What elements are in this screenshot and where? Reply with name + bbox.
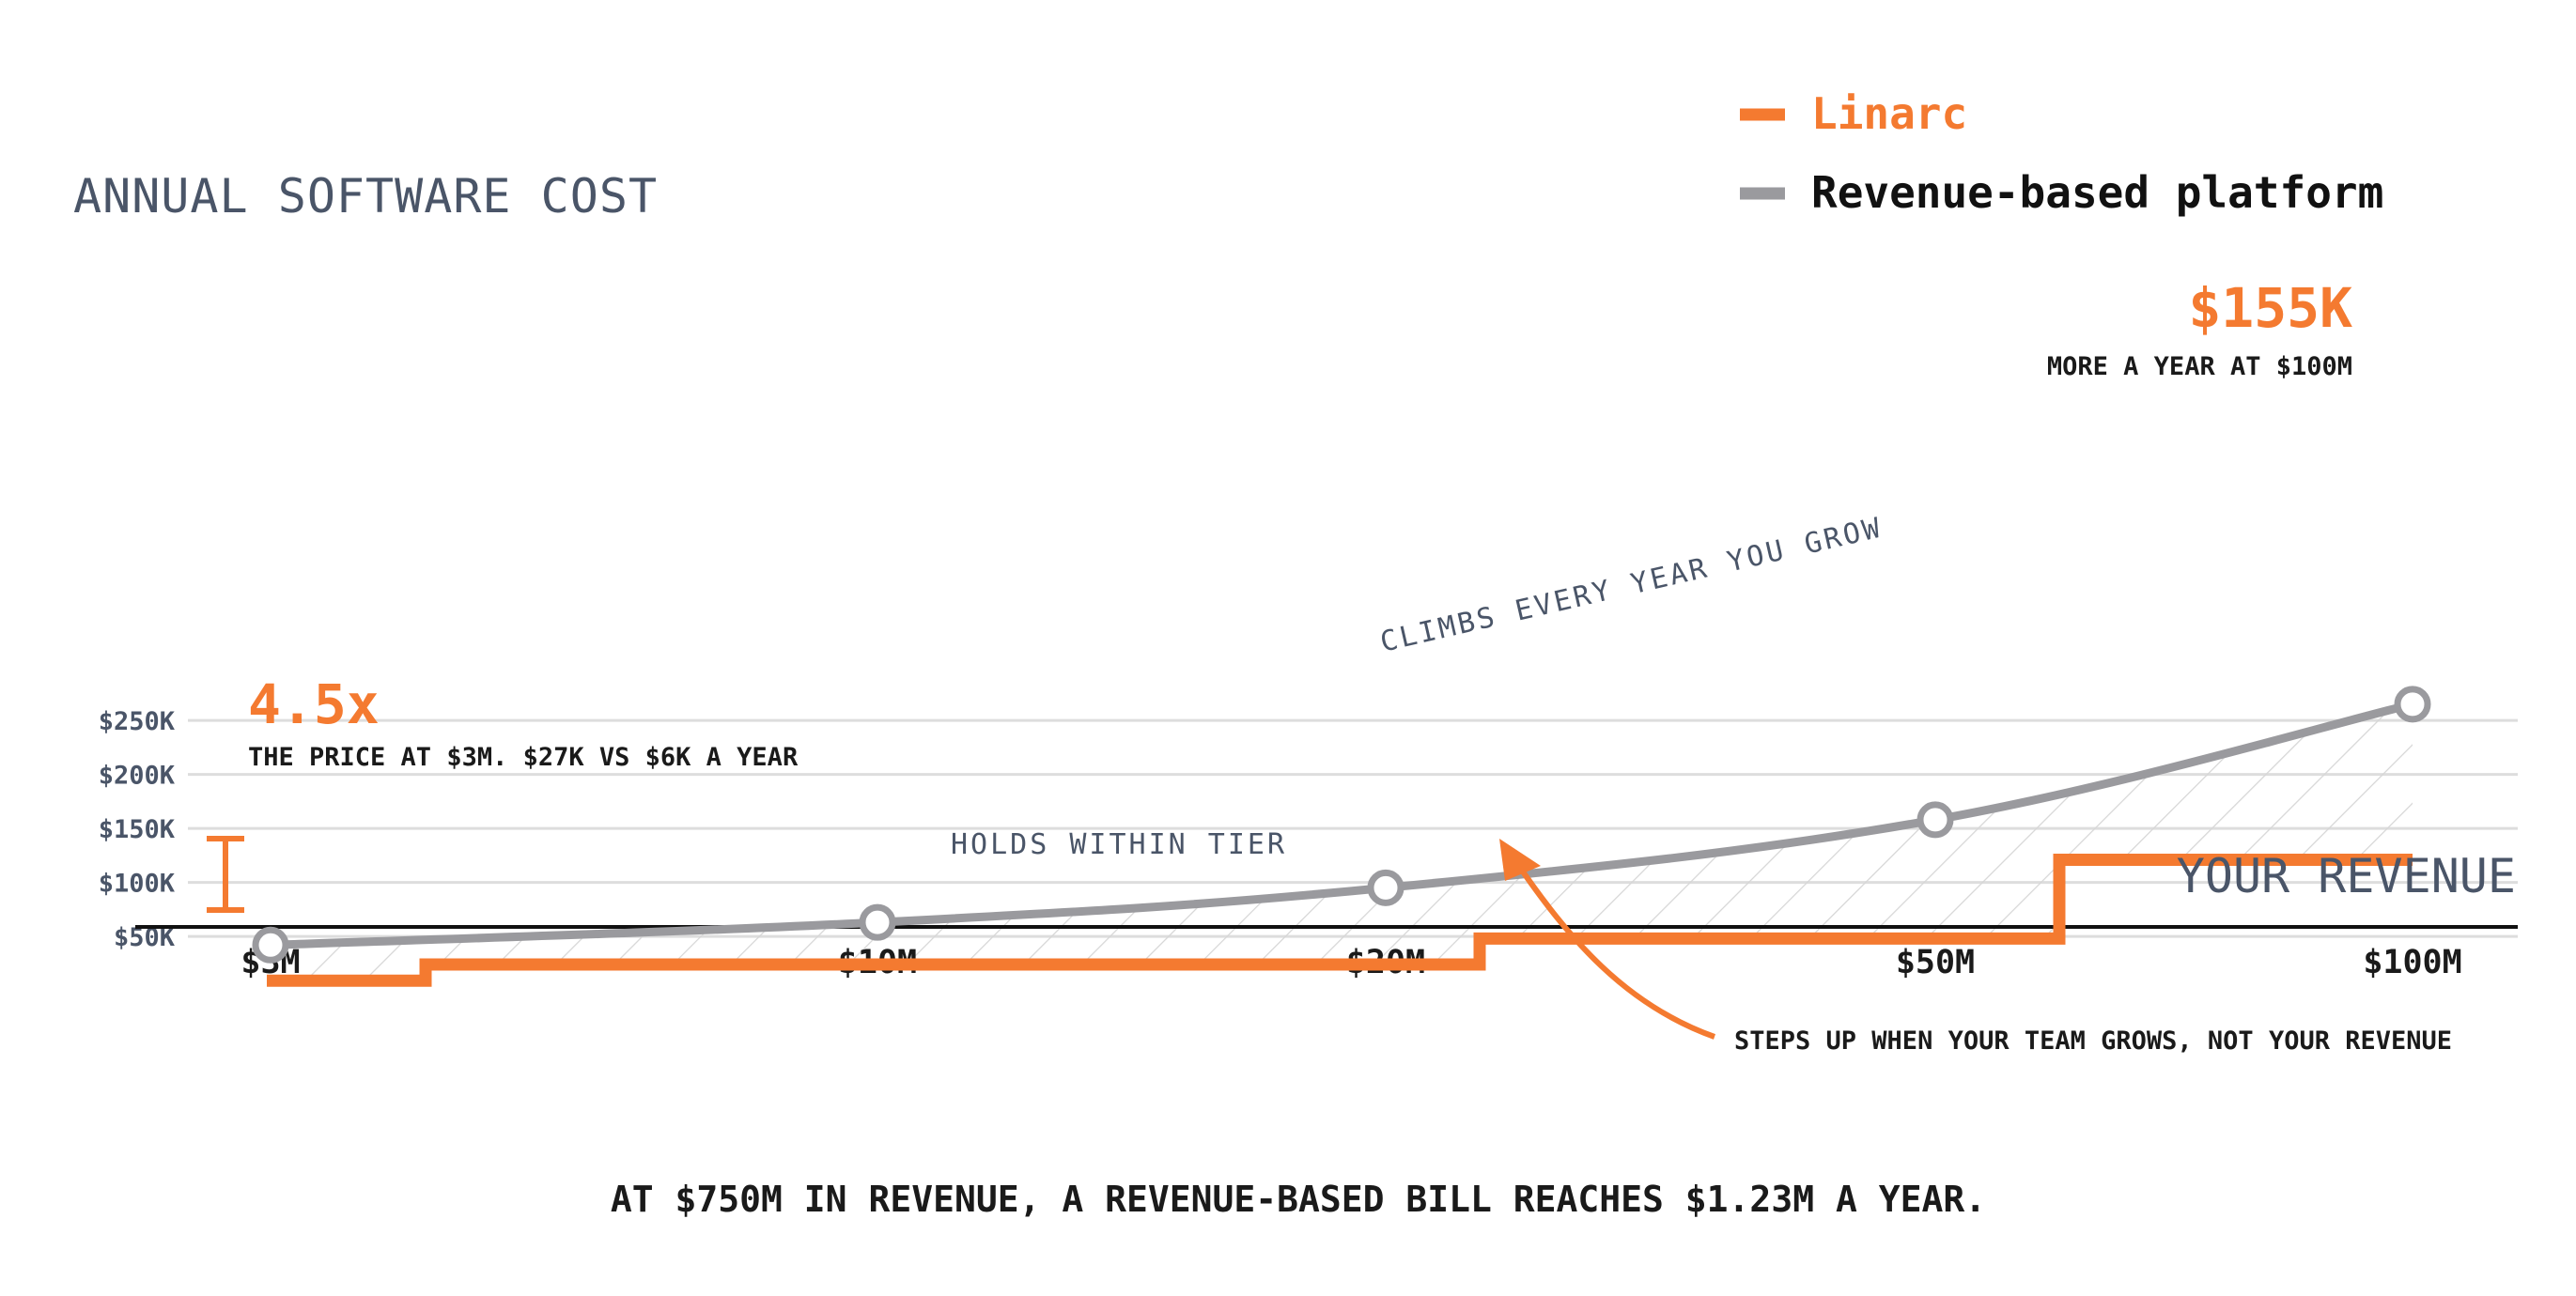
cost-gap-hatch [271, 703, 2413, 981]
series-line-linarc [267, 853, 2413, 987]
x-tick-label: $100M [2363, 944, 2461, 981]
climb-annotation: CLIMBS EVERY YEAR YOU GROW [1377, 512, 1885, 659]
legend-label-revenue-based: Revenue-based platform [1811, 167, 2383, 218]
ratio-value: 4.5x [248, 672, 380, 736]
y-tick-label: $100K [99, 870, 176, 899]
y-tick-label: $150K [99, 815, 176, 844]
x-axis-label: YOUR REVENUE [2177, 849, 2516, 903]
legend-label-linarc: Linarc [1811, 88, 1967, 139]
chart-title: ANNUAL SOFTWARE COST [73, 169, 658, 224]
y-tick-label: $200K [99, 762, 176, 791]
y-tick-label: $250K [99, 707, 176, 736]
step-arrow [1499, 839, 1716, 1040]
gap-value: $155K [2188, 276, 2352, 340]
x-tick-label: $50M [1896, 944, 1975, 981]
ratio-text: THE PRICE AT $3M. $27K VS $6K A YEAR [248, 743, 799, 772]
data-point-marker [1916, 801, 1954, 839]
footer-note: AT $750M IN REVENUE, A REVENUE-BASED BIL… [611, 1179, 1986, 1220]
data-point-marker [2394, 686, 2431, 723]
data-point-marker [252, 926, 289, 964]
gap-text: MORE A YEAR AT $100M [2047, 352, 2352, 381]
hold-annotation: HOLDS WITHIN TIER [951, 828, 1287, 861]
series-markers-revenue-based [252, 686, 2431, 964]
y-axis-ticks: $50K$100K$150K$200K$250K [99, 707, 176, 952]
data-point-marker [859, 903, 896, 941]
step-annotation: STEPS UP WHEN YOUR TEAM GROWS, NOT YOUR … [1734, 1026, 2452, 1056]
data-point-marker [1367, 869, 1404, 906]
legend: Linarc Revenue-based platform [1740, 88, 2383, 218]
ratio-bracket [207, 836, 244, 913]
